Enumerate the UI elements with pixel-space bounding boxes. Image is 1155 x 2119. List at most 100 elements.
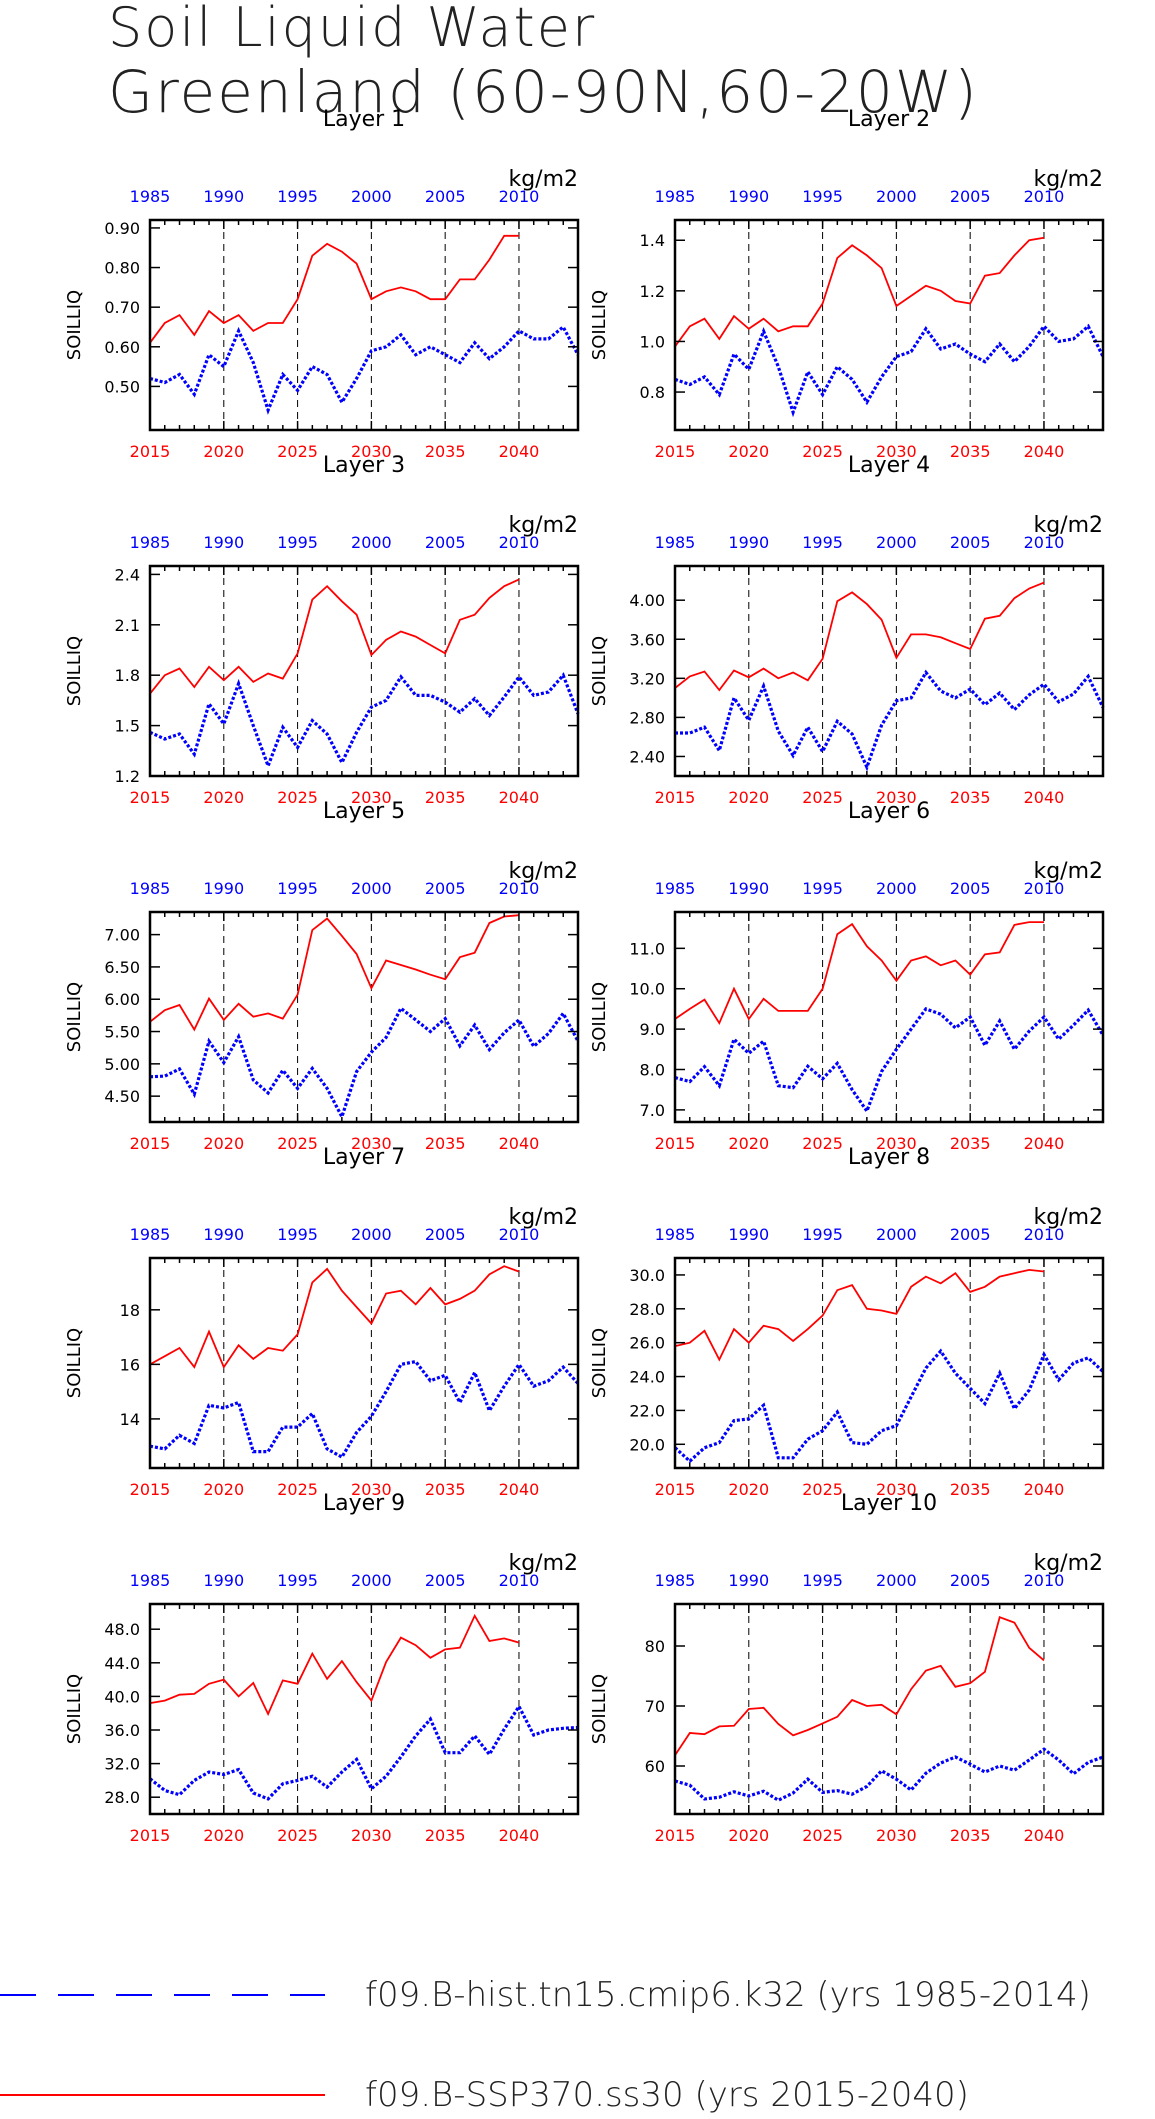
bottom-axis-tick-label: 2035 [425, 442, 466, 461]
y-axis-label: SOILLIQ [64, 290, 85, 360]
y-tick-label: 1.2 [640, 282, 665, 301]
bottom-axis-tick-label: 2015 [655, 1826, 696, 1845]
bottom-axis-tick-label: 2015 [655, 1134, 696, 1153]
bottom-axis-tick-label: 2035 [425, 788, 466, 807]
y-tick-label: 2.1 [115, 616, 140, 635]
chart-panel-layer-7: Layer 7 kg/m2 SOILLIQ 1985 1990 1995 2000 2005 2… [64, 1145, 580, 1499]
plot-frame [148, 218, 580, 432]
bottom-axis-tick-label: 2035 [950, 442, 991, 461]
top-axis-tick-label: 1990 [203, 1571, 244, 1590]
panel-title: Layer 4 [848, 453, 930, 478]
chart-panel-layer-9: Layer 9 kg/m2 SOILLIQ 1985 1990 1995 2000 2005 2… [64, 1491, 580, 1845]
bottom-axis-tick-label: 2020 [203, 1480, 244, 1499]
bottom-axis-tick-label: 2040 [1024, 788, 1065, 807]
units-label: kg/m2 [1033, 167, 1103, 192]
bottom-axis-tick-label: 2025 [802, 1134, 843, 1153]
top-axis-tick-label: 2000 [351, 1225, 392, 1244]
chart-panel-layer-1: Layer 1 kg/m2 SOILLIQ 1985 1990 1995 2000 2005 2… [64, 107, 580, 461]
bottom-axis-tick-label: 2035 [425, 1480, 466, 1499]
series-line-hist [149, 1703, 579, 1801]
panel-title: Layer 9 [323, 1491, 405, 1516]
panel-title: Layer 6 [848, 799, 930, 824]
y-tick-label: 28.0 [629, 1300, 665, 1319]
bottom-axis-tick-label: 2025 [277, 1134, 318, 1153]
y-tick-label: 2.4 [115, 565, 140, 584]
top-axis-tick-label: 2010 [1024, 187, 1065, 206]
y-tick-label: 2.40 [629, 747, 665, 766]
bottom-axis-tick-label: 2025 [802, 1826, 843, 1845]
y-tick-label: 24.0 [629, 1368, 665, 1387]
y-tick-label: 16 [120, 1355, 140, 1374]
series-line-hist [149, 1005, 580, 1121]
top-axis-tick-label: 1985 [130, 187, 171, 206]
plot-frame [673, 1256, 1105, 1470]
bottom-axis-tick-label: 2035 [950, 1134, 991, 1153]
series-line-hist [675, 669, 1105, 772]
y-axis-label: SOILLIQ [589, 1328, 610, 1398]
bottom-axis-tick-label: 2030 [351, 1480, 392, 1499]
panel-title: Layer 3 [323, 453, 405, 478]
bottom-axis-tick-label: 2030 [351, 1826, 392, 1845]
y-axis-label: SOILLIQ [589, 290, 610, 360]
bottom-axis-tick-label: 2030 [876, 1826, 917, 1845]
bottom-axis-tick-label: 2030 [351, 1134, 392, 1153]
bottom-axis-tick-label: 2030 [876, 788, 917, 807]
top-axis-tick-label: 1995 [277, 187, 318, 206]
top-axis-tick-label: 2010 [499, 187, 540, 206]
y-tick-label: 18 [120, 1301, 140, 1320]
bottom-axis-tick-label: 2015 [130, 1134, 171, 1153]
bottom-axis-tick-label: 2015 [655, 442, 696, 461]
y-tick-label: 28.0 [104, 1788, 140, 1807]
bottom-axis-tick-label: 2025 [802, 442, 843, 461]
series-line-ssp370 [674, 1616, 1045, 1756]
chart-panel-layer-3: Layer 3 kg/m2 SOILLIQ 1985 1990 1995 2000 2005 2… [64, 453, 580, 807]
bottom-axis-tick-label: 2015 [130, 1480, 171, 1499]
y-axis-label: SOILLIQ [64, 1328, 85, 1398]
plot-frame [673, 910, 1105, 1124]
y-tick-label: 6.50 [104, 958, 140, 977]
top-axis-tick-label: 1995 [277, 1571, 318, 1590]
top-axis-tick-label: 1990 [728, 1571, 769, 1590]
plot-frame [673, 1602, 1105, 1816]
plot-frame [148, 1256, 580, 1470]
bottom-axis-tick-label: 2035 [950, 788, 991, 807]
y-tick-label: 2.80 [629, 708, 665, 727]
bottom-axis-tick-label: 2020 [728, 1480, 769, 1499]
bottom-axis-tick-label: 2025 [277, 788, 318, 807]
y-tick-label: 8.0 [640, 1061, 665, 1080]
top-axis-tick-label: 1995 [802, 879, 843, 898]
bottom-axis-tick-label: 2040 [1024, 442, 1065, 461]
top-axis-tick-label: 1985 [655, 187, 696, 206]
units-label: kg/m2 [508, 859, 578, 884]
panel-title: Layer 1 [323, 107, 405, 132]
y-tick-label: 1.8 [115, 666, 140, 685]
units-label: kg/m2 [508, 1205, 578, 1230]
y-tick-label: 0.80 [104, 259, 140, 278]
top-axis-tick-label: 2005 [950, 187, 991, 206]
top-axis-tick-label: 1990 [728, 1225, 769, 1244]
bottom-axis-tick-label: 2015 [130, 1826, 171, 1845]
chart-panel-layer-2: Layer 2 kg/m2 SOILLIQ 1985 1990 1995 2000 2005 2… [589, 107, 1105, 461]
bottom-axis-tick-label: 2025 [277, 1480, 318, 1499]
top-axis-tick-label: 1990 [203, 1225, 244, 1244]
y-axis-label: SOILLIQ [64, 636, 85, 706]
units-label: kg/m2 [1033, 1551, 1103, 1576]
top-axis-tick-label: 1995 [802, 533, 843, 552]
top-axis-tick-label: 1985 [655, 1571, 696, 1590]
y-tick-label: 1.2 [115, 767, 140, 786]
plot-frame [148, 1602, 580, 1816]
bottom-axis-tick-label: 2015 [655, 788, 696, 807]
units-label: kg/m2 [1033, 859, 1103, 884]
chart-panel-layer-10: Layer 10 kg/m2 SOILLIQ 1985 1990 1995 2000 2005… [589, 1491, 1105, 1845]
y-tick-label: 20.0 [629, 1435, 665, 1454]
bottom-axis-tick-label: 2035 [950, 1826, 991, 1845]
series-line-hist [673, 1348, 1105, 1464]
y-tick-label: 5.00 [104, 1055, 140, 1074]
top-axis-tick-label: 1990 [728, 879, 769, 898]
y-axis-label: SOILLIQ [589, 636, 610, 706]
series-line-hist [674, 1006, 1105, 1115]
top-axis-tick-label: 1990 [728, 533, 769, 552]
bottom-axis-tick-label: 2040 [499, 1480, 540, 1499]
top-axis-tick-label: 2000 [351, 533, 392, 552]
